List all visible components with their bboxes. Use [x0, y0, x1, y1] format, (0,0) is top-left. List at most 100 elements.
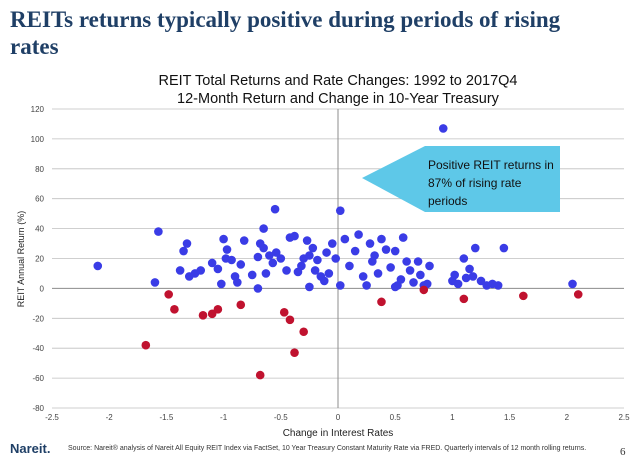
y-tick-label: 0	[40, 284, 45, 293]
data-points	[93, 124, 583, 380]
positive-return-point	[396, 275, 406, 284]
positive-return-point	[405, 266, 415, 275]
negative-return-point	[170, 305, 179, 314]
positive-return-point	[247, 270, 257, 280]
positive-return-point	[409, 278, 418, 287]
positive-return-point	[322, 248, 331, 257]
x-tick-label: 1	[450, 413, 455, 422]
negative-return-point	[236, 300, 246, 310]
y-tick-label: 60	[35, 195, 44, 204]
negative-return-point	[519, 291, 528, 301]
positive-return-point	[310, 266, 320, 275]
positive-return-point	[268, 258, 278, 268]
positive-return-point	[499, 243, 509, 253]
chart-subtitle: 12-Month Return and Change in 10-Year Tr…	[177, 91, 499, 107]
x-tick-label: 0.5	[390, 413, 402, 422]
positive-return-point	[93, 261, 103, 271]
negative-return-point	[198, 311, 208, 320]
positive-return-point	[327, 239, 337, 248]
positive-return-point	[302, 236, 312, 245]
negative-return-point	[573, 290, 583, 299]
positive-return-point	[259, 243, 268, 253]
positive-return-point	[465, 264, 474, 274]
positive-return-point	[313, 255, 322, 265]
positive-return-point	[305, 282, 314, 292]
positive-return-point	[207, 258, 217, 268]
chart-title: REIT Total Returns and Rate Changes: 199…	[158, 73, 518, 89]
positive-return-point	[381, 245, 391, 254]
positive-return-point	[335, 281, 345, 290]
negative-return-point	[290, 348, 299, 357]
positive-return-point	[438, 124, 448, 133]
nareit-logo: Nareit.	[10, 441, 51, 456]
positive-return-point	[425, 261, 434, 271]
x-tick-label: 0	[336, 413, 341, 422]
positive-return-point	[217, 279, 226, 289]
page-number: 6	[620, 446, 626, 458]
negative-return-point	[419, 285, 429, 295]
y-axis-label: REIT Annual Return (%)	[16, 211, 26, 307]
positive-return-point	[253, 284, 263, 293]
positive-return-point	[261, 269, 271, 278]
positive-return-point	[253, 252, 263, 262]
positive-return-point	[265, 251, 274, 260]
positive-return-point	[340, 234, 350, 244]
negative-return-point	[213, 305, 223, 314]
positive-return-point	[182, 239, 192, 248]
positive-return-point	[179, 246, 188, 256]
x-tick-label: -2.5	[45, 413, 59, 422]
y-tick-label: -40	[32, 344, 44, 353]
positive-return-point	[345, 261, 354, 271]
positive-return-point	[239, 236, 249, 245]
positive-return-point	[154, 227, 163, 236]
negative-return-point	[377, 297, 386, 307]
positive-return-point	[377, 234, 386, 244]
positive-return-point	[222, 245, 232, 254]
positive-return-point	[461, 273, 471, 283]
x-axis-label: Change in Interest Rates	[283, 428, 394, 439]
slide-title: REITs returns typically positive during …	[10, 7, 561, 59]
negative-return-point	[459, 294, 469, 304]
positive-return-point	[219, 234, 228, 244]
positive-return-point	[236, 260, 246, 269]
positive-return-point	[227, 255, 236, 265]
callout-text: Positive REIT returns in 87% of rising r…	[428, 158, 554, 208]
negative-return-point	[255, 370, 265, 380]
negative-return-point	[279, 308, 289, 317]
positive-return-point	[276, 254, 286, 263]
positive-return-point	[398, 233, 408, 242]
positive-return-point	[297, 261, 306, 271]
y-tick-label: 40	[35, 225, 44, 234]
positive-return-point	[290, 231, 299, 241]
positive-return-point	[270, 204, 280, 214]
y-tick-label: 80	[35, 165, 44, 174]
positive-return-point	[354, 230, 363, 239]
positive-return-point	[308, 243, 318, 253]
positive-return-point	[358, 272, 368, 281]
positive-return-point	[370, 251, 379, 260]
positive-return-point	[365, 239, 375, 248]
x-tick-label: -2	[106, 413, 114, 422]
positive-return-point	[271, 248, 281, 257]
positive-return-point	[390, 246, 400, 256]
x-tick-label: -1	[220, 413, 228, 422]
y-tick-label: -20	[32, 314, 44, 323]
positive-return-point	[259, 224, 268, 233]
positive-return-point	[493, 281, 503, 290]
x-tick-label: 1.5	[504, 413, 516, 422]
positive-return-point	[416, 270, 425, 280]
negative-return-point	[141, 340, 151, 350]
callout-arrow	[362, 146, 560, 212]
positive-return-point	[233, 278, 242, 287]
positive-return-point	[386, 263, 395, 272]
positive-return-point	[196, 266, 206, 275]
positive-return-point	[150, 278, 160, 287]
x-tick-label: 2	[565, 413, 570, 422]
y-tick-label: 20	[35, 255, 44, 264]
negative-return-point	[299, 327, 308, 337]
positive-return-point	[324, 269, 334, 278]
y-tick-label: -60	[32, 374, 44, 383]
positive-return-point	[175, 266, 185, 275]
